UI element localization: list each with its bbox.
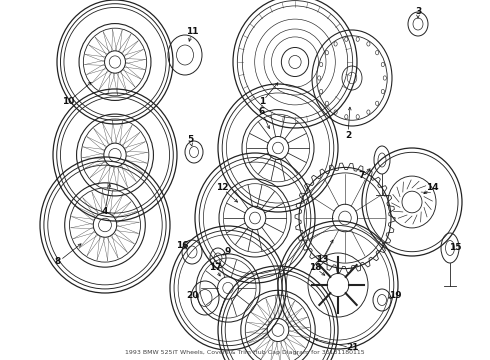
Text: 4: 4 — [102, 207, 108, 216]
Text: 16: 16 — [176, 242, 188, 251]
Text: 1: 1 — [259, 98, 265, 107]
Text: 17: 17 — [209, 264, 221, 273]
Text: 9: 9 — [225, 248, 231, 256]
Text: 21: 21 — [346, 343, 358, 352]
Text: 2: 2 — [345, 130, 351, 139]
Text: 1993 BMW 525iT Wheels, Covers & Trim Hub Cap Diagram for 36131180115: 1993 BMW 525iT Wheels, Covers & Trim Hub… — [125, 350, 365, 355]
Text: 20: 20 — [186, 292, 198, 301]
Text: 11: 11 — [186, 27, 198, 36]
Text: 6: 6 — [259, 108, 265, 117]
Text: 18: 18 — [309, 264, 321, 273]
Text: 19: 19 — [389, 292, 401, 301]
Text: 8: 8 — [55, 257, 61, 266]
Text: 3: 3 — [415, 8, 421, 17]
Text: 13: 13 — [316, 256, 328, 265]
Text: 12: 12 — [216, 184, 228, 193]
Text: 15: 15 — [449, 243, 461, 252]
Text: 14: 14 — [426, 184, 439, 193]
Text: 7: 7 — [359, 171, 365, 180]
Text: 5: 5 — [187, 135, 193, 144]
Text: 10: 10 — [62, 98, 74, 107]
